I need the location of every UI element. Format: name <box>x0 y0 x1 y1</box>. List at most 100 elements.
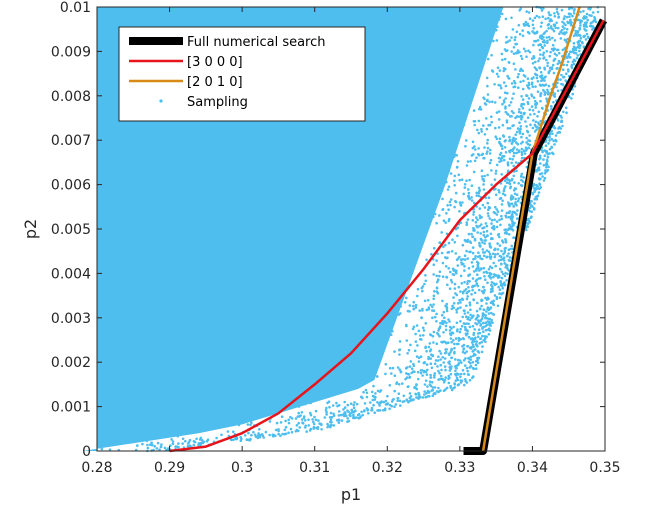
sampling-point <box>482 230 486 234</box>
sampling-point <box>314 409 318 413</box>
sampling-point <box>455 311 459 314</box>
sampling-point <box>582 35 586 39</box>
sampling-point <box>472 354 475 358</box>
sampling-point <box>494 205 497 209</box>
sampling-point <box>473 328 477 331</box>
sampling-point <box>526 225 530 229</box>
sampling-point <box>552 101 555 104</box>
sampling-point <box>166 447 170 450</box>
sampling-point <box>461 290 465 294</box>
sampling-point <box>474 220 478 224</box>
sampling-point <box>553 14 557 18</box>
sampling-point <box>417 356 421 360</box>
sampling-point <box>524 49 527 53</box>
sampling-point <box>570 63 574 67</box>
sampling-point <box>473 291 477 295</box>
sampling-point <box>539 99 542 103</box>
sampling-point <box>371 394 375 398</box>
sampling-point <box>170 438 173 441</box>
sampling-point <box>153 445 156 448</box>
sampling-point <box>511 97 514 100</box>
sampling-point <box>546 61 549 65</box>
sampling-point <box>407 385 410 388</box>
sampling-point <box>513 192 517 196</box>
sampling-point <box>279 434 282 438</box>
sampling-point <box>498 137 502 140</box>
sampling-point <box>463 238 467 242</box>
sampling-point <box>584 29 587 32</box>
sampling-point <box>481 312 485 315</box>
sampling-point <box>546 155 550 159</box>
sampling-point <box>382 400 386 404</box>
sampling-point <box>502 158 506 162</box>
sampling-point <box>492 313 496 316</box>
sampling-point <box>466 279 470 283</box>
sampling-point <box>503 274 507 278</box>
sampling-point <box>515 141 518 144</box>
sampling-point <box>478 207 482 210</box>
sampling-point <box>421 374 424 377</box>
sampling-point <box>538 172 542 176</box>
sampling-point <box>472 270 476 273</box>
sampling-point <box>551 63 555 67</box>
sampling-point <box>329 425 332 429</box>
sampling-point <box>553 143 556 146</box>
sampling-point <box>535 14 539 18</box>
sampling-point <box>444 376 448 379</box>
sampling-point <box>485 117 488 120</box>
sampling-point <box>484 321 487 325</box>
sampling-point <box>307 424 311 427</box>
sampling-point <box>508 223 511 227</box>
sampling-point <box>458 125 462 128</box>
sampling-point <box>494 264 498 268</box>
sampling-point <box>465 350 469 353</box>
sampling-point <box>520 147 524 151</box>
sampling-point <box>446 283 449 287</box>
sampling-point <box>389 333 393 337</box>
sampling-point <box>527 83 531 86</box>
sampling-point <box>450 340 453 344</box>
sampling-point <box>445 212 448 215</box>
sampling-point <box>472 367 476 371</box>
sampling-point <box>500 217 504 221</box>
sampling-point <box>490 120 494 124</box>
sampling-point <box>515 151 519 155</box>
sampling-point <box>537 187 541 190</box>
sampling-point <box>503 91 507 94</box>
sampling-point <box>489 273 492 276</box>
sampling-point <box>531 85 535 89</box>
sampling-point <box>421 326 425 330</box>
sampling-point <box>426 368 429 372</box>
sampling-point <box>527 97 531 100</box>
sampling-point <box>538 66 541 69</box>
sampling-point <box>136 444 139 447</box>
sampling-point <box>536 185 539 188</box>
sampling-point <box>460 261 463 264</box>
sampling-point <box>440 189 444 192</box>
sampling-point <box>352 403 356 407</box>
sampling-point <box>546 90 550 94</box>
sampling-point <box>535 31 539 34</box>
sampling-point <box>475 322 479 326</box>
sampling-point <box>447 208 450 211</box>
sampling-point <box>490 281 494 284</box>
sampling-point <box>447 381 451 385</box>
sampling-point <box>433 315 437 319</box>
sampling-point <box>501 286 505 290</box>
sampling-point <box>151 443 154 447</box>
sampling-point <box>566 60 570 64</box>
sampling-point <box>407 348 411 352</box>
sampling-point <box>284 425 288 429</box>
sampling-point <box>469 355 473 359</box>
sampling-point <box>448 320 451 323</box>
sampling-point <box>485 255 489 259</box>
sampling-point <box>520 184 524 187</box>
sampling-point <box>502 256 506 260</box>
sampling-point <box>433 372 437 375</box>
sampling-point <box>362 390 365 394</box>
sampling-point <box>452 302 456 305</box>
sampling-point <box>537 121 540 124</box>
sampling-point <box>471 265 475 268</box>
sampling-point <box>537 191 541 194</box>
sampling-point <box>474 148 477 151</box>
